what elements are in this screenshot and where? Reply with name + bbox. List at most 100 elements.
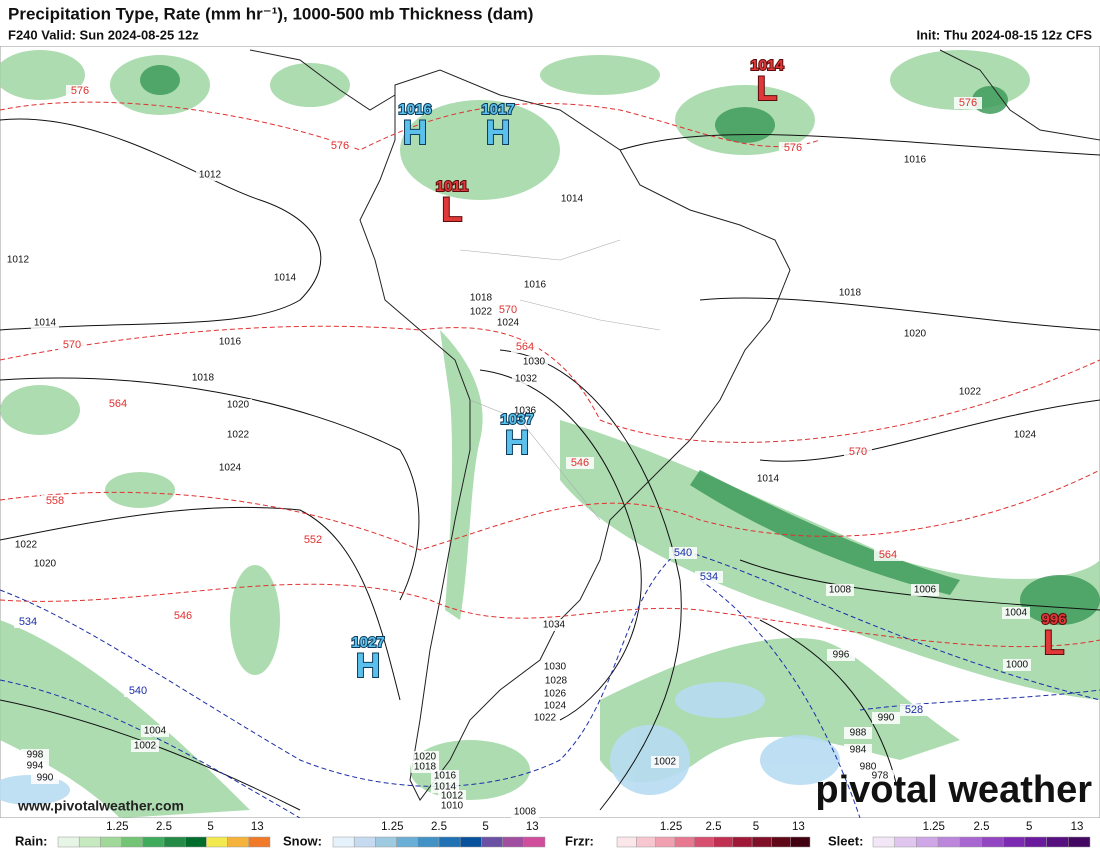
legend-swatch — [121, 836, 144, 848]
isobar-label: 1014 — [561, 194, 584, 205]
isobar-label-bg — [836, 287, 864, 299]
isobar-label: 988 — [850, 728, 867, 739]
center-letter: H — [403, 114, 428, 152]
isobar-label-bg — [866, 770, 894, 782]
isobar-label: 1020 — [414, 752, 437, 763]
thickness-label: 576 — [71, 85, 89, 97]
isobar-label: 1024 — [1014, 430, 1037, 441]
thickness-label-bg — [494, 304, 522, 316]
thickness-label-bg — [874, 549, 902, 561]
isobar-label-bg — [911, 584, 939, 596]
center-pressure: 1014 — [750, 57, 784, 74]
land-outline-shape — [459, 239, 661, 521]
thickness-label-bg — [779, 142, 807, 154]
thickness-label: 576 — [331, 140, 349, 152]
thickness-blue-shape — [859, 689, 1100, 711]
precip-snow-shape — [675, 682, 765, 718]
isobar-label-bg — [956, 386, 984, 398]
isobar-label: 1034 — [543, 620, 566, 631]
center-pressure: 1027 — [351, 634, 384, 651]
isobar-label: 1014 — [434, 782, 457, 793]
thickness-label: 546 — [571, 457, 589, 469]
isobar-label: 1018 — [839, 288, 862, 299]
precip-rain — [0, 50, 1100, 818]
legend-swatch — [674, 836, 695, 848]
isobar-label-bg — [1003, 659, 1031, 671]
thickness-label: 564 — [879, 549, 897, 561]
precip-rain-shape — [230, 565, 280, 675]
legend-swatch — [937, 836, 961, 848]
legend-label: Snow: — [283, 833, 322, 848]
thickness-label-bg — [66, 85, 94, 97]
center-letter: H — [486, 114, 511, 152]
legend-swatch — [502, 836, 525, 848]
isobar-label: 1012 — [7, 255, 30, 266]
precip-rain-shape — [0, 50, 85, 100]
legend-label: Rain: — [15, 833, 48, 848]
isobar-label-bg — [541, 700, 569, 712]
isobars-shape — [479, 369, 642, 721]
isobar-label-bg — [901, 328, 929, 340]
isobar-label: 1024 — [544, 701, 567, 712]
legend-swatch — [396, 836, 419, 848]
isobar-label: 1000 — [1006, 660, 1029, 671]
precip-rain-shape — [0, 620, 250, 818]
isobar-label: 1016 — [219, 337, 242, 348]
legend-swatch — [732, 836, 753, 848]
isobar-label: 1020 — [904, 329, 927, 340]
legend-swatch — [981, 836, 1004, 848]
legend-swatch — [163, 836, 186, 848]
isobar-label-bg — [1011, 429, 1039, 441]
isobar-label: 1022 — [470, 307, 493, 318]
center-letter: L — [1044, 624, 1065, 662]
precip-rain-shape — [440, 330, 483, 620]
center-letter: L — [757, 70, 778, 108]
legend-swatch — [771, 836, 791, 848]
legend-swatch — [872, 836, 895, 848]
thickness-label-bg — [41, 495, 69, 507]
isobar-label-bg — [754, 473, 782, 485]
thickness-label-bg — [58, 339, 86, 351]
thickness-label-bg — [511, 341, 539, 353]
legend-tick: 5 — [753, 821, 759, 833]
isobars-shape — [759, 619, 901, 801]
isobar-label-bg — [558, 193, 586, 205]
thickness-label-bg — [14, 616, 42, 628]
isobar-label: 990 — [878, 713, 895, 724]
thickness-red-shape — [0, 325, 1100, 443]
thickness-label: 546 — [174, 610, 192, 622]
isobars-shape — [0, 377, 420, 601]
thickness-label: 570 — [63, 339, 81, 351]
isobar-label: 994 — [27, 761, 44, 772]
land-outline-shape — [359, 69, 791, 801]
isobar-label: 1014 — [274, 273, 297, 284]
legend-swatch — [227, 836, 250, 848]
isobar-label-bg — [189, 372, 217, 384]
thickness-label-bg — [669, 547, 697, 559]
thickness-label-bg — [169, 610, 197, 622]
legend-swatch — [616, 836, 637, 848]
legend-swatch — [655, 836, 676, 848]
isobars-shape — [759, 399, 1100, 462]
legend-swatch — [375, 836, 397, 848]
isobar-label-bg — [531, 712, 559, 724]
isobar-label: 1018 — [470, 293, 493, 304]
isobar-label: 1026 — [544, 689, 567, 700]
isobar-label-bg — [431, 770, 459, 782]
thickness-label: 558 — [46, 495, 64, 507]
isobar-label-bg — [826, 584, 854, 596]
legend-swatch — [248, 836, 271, 848]
title: Precipitation Type, Rate (mm hr⁻¹), 1000… — [8, 4, 533, 23]
isobar-label-bg — [31, 317, 59, 329]
legend-swatch — [523, 836, 546, 848]
isobar-label-bg — [31, 772, 59, 784]
thickness-label-bg — [299, 534, 327, 546]
legend-swatch — [1068, 836, 1091, 848]
legend-label: Frzr: — [565, 833, 594, 848]
thickness-label: 576 — [784, 142, 802, 154]
isobar-label-bg — [224, 429, 252, 441]
thickness-label: 540 — [129, 685, 147, 697]
